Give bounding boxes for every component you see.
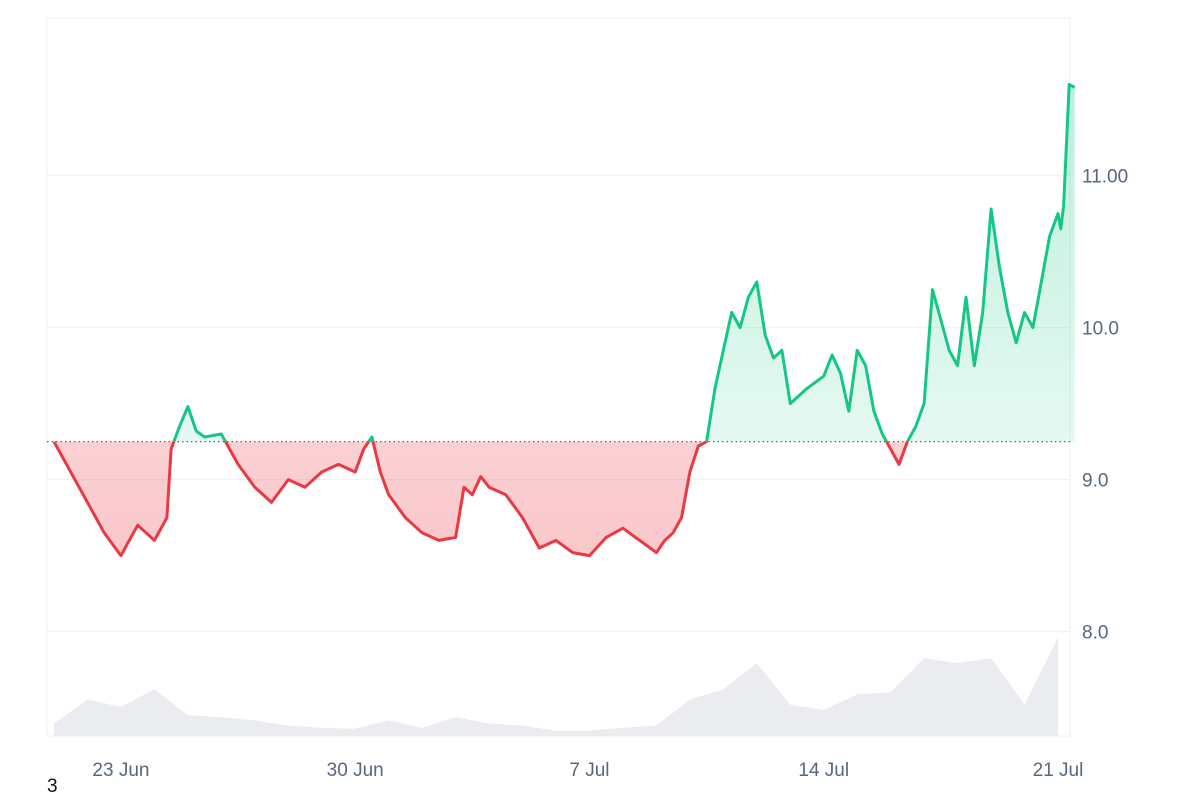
volume-area — [54, 637, 1058, 736]
x-tick-label: 14 Jul — [798, 760, 849, 781]
price-line — [52, 82, 1076, 558]
plot-border — [46, 17, 1071, 737]
area-fill-below-baseline — [54, 441, 908, 556]
x-tick-label: 23 Jun — [92, 760, 149, 781]
x-tick-label: 30 Jun — [327, 760, 384, 781]
y-tick-label: 8.0 — [1082, 623, 1108, 644]
x-tick-label: 21 Jul — [1033, 760, 1084, 781]
volume-area-shape — [54, 637, 1058, 736]
y-axis-ticks: 8.0 9.0 10.0 11.00 — [1082, 167, 1128, 644]
x-axis-ticks: 23 Jun 30 Jun 7 Jul 14 Jul 21 Jul — [92, 760, 1083, 781]
y-tick-label: 9.0 — [1082, 471, 1108, 492]
y-tick-label: 11.00 — [1082, 167, 1128, 188]
price-line-down — [52, 441, 910, 558]
y-tick-label: 10.0 — [1082, 319, 1119, 340]
area-fill-above-baseline — [54, 84, 1075, 442]
x-tick-label: 7 Jul — [569, 760, 609, 781]
price-area-fill — [54, 84, 1075, 556]
price-line-up — [53, 82, 1076, 442]
gridlines — [47, 175, 1070, 633]
footnote-label: 3 — [47, 776, 58, 797]
